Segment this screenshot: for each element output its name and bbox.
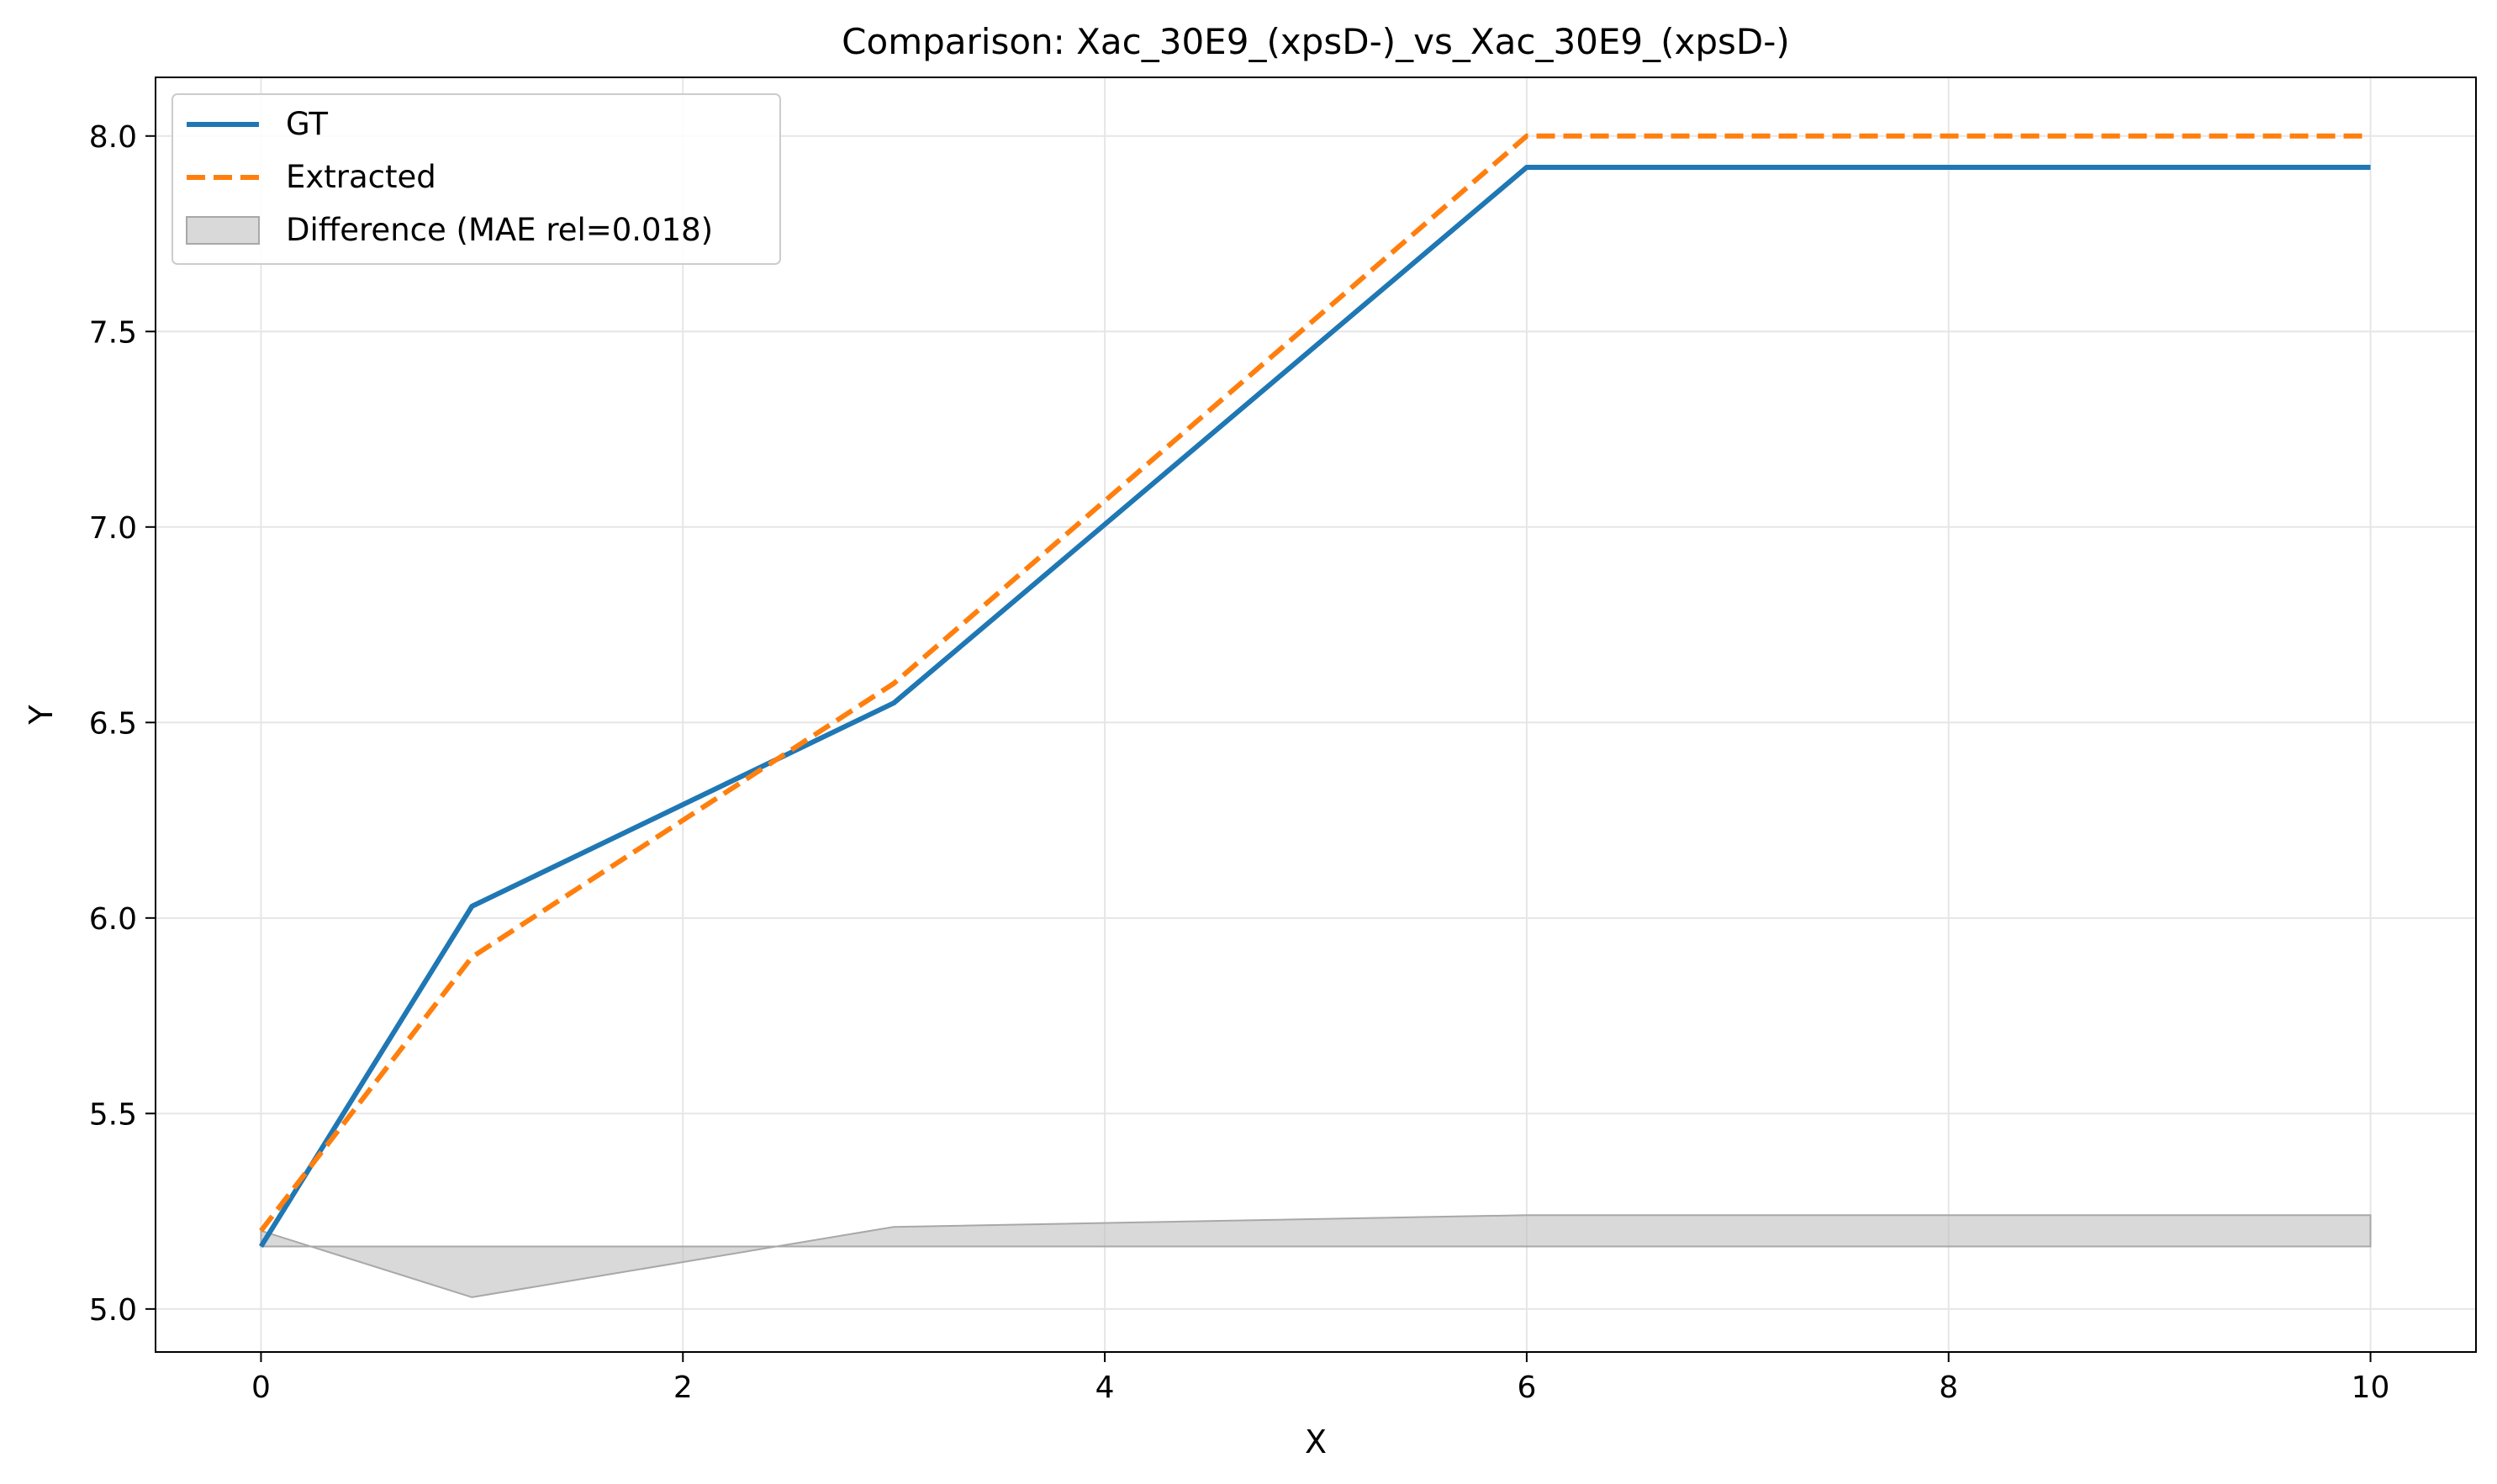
x-tick-label: 2: [673, 1370, 693, 1405]
y-tick-label: 7.0: [89, 511, 137, 546]
y-tick-label: 8.0: [89, 120, 137, 155]
y-tick-label: 6.0: [89, 902, 137, 937]
legend-box: [172, 93, 781, 265]
plot-frame: [155, 77, 2477, 1353]
chart-title: Comparison: Xac_30E9_(xpsD-)_vs_Xac_30E9…: [842, 21, 1790, 62]
difference-band-layer: [260, 1214, 2372, 1298]
x-tick-label: 6: [1517, 1370, 1536, 1405]
legend-swatch-difference: [186, 216, 260, 245]
x-tick-label: 10: [2352, 1370, 2390, 1405]
x-tick-label: 4: [1095, 1370, 1115, 1405]
series-line-extracted: [259, 133, 2371, 1233]
legend: GT Extracted Difference (MAE rel=0.018): [172, 93, 781, 265]
y-tick-label: 5.0: [89, 1293, 137, 1328]
y-axis-label: Y: [23, 705, 60, 726]
y-tick-label: 5.5: [89, 1097, 137, 1132]
x-tick-label: 0: [251, 1370, 271, 1405]
legend-label-extracted: Extracted: [286, 159, 436, 195]
y-tick-label: 6.5: [89, 706, 137, 741]
x-axis-label: X: [1305, 1423, 1327, 1460]
y-tick-label: 7.5: [89, 315, 137, 350]
legend-label-gt: GT: [286, 106, 328, 142]
axis-ticks: 0 2 4 6 8 10 5.0 5.5 6.0 6.5 7.0 7.5 8.0: [89, 120, 2390, 1405]
grid: [156, 77, 2476, 1352]
difference-band: [260, 1214, 2372, 1298]
x-tick-label: 8: [1939, 1370, 1958, 1405]
series-layer: [258, 133, 2371, 1249]
legend-label-difference: Difference (MAE rel=0.018): [286, 212, 713, 248]
series-line-gt: [258, 164, 2371, 1249]
